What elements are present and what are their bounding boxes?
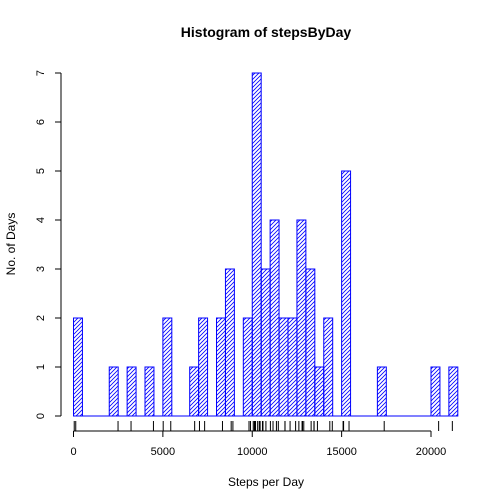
histogram-bar <box>73 317 83 417</box>
histogram-bar <box>242 317 253 417</box>
histogram-bar <box>260 268 271 417</box>
histogram-bar <box>126 366 137 417</box>
y-axis: 0 1 2 3 4 5 6 7 <box>35 70 62 419</box>
histogram-bar <box>323 317 334 417</box>
y-tick-label: 6 <box>35 119 47 125</box>
histogram-bar <box>278 317 289 417</box>
y-tick-label: 5 <box>35 168 47 174</box>
y-tick-label: 0 <box>35 413 47 419</box>
y-tick-label: 3 <box>35 266 47 272</box>
y-tick-label: 7 <box>35 70 47 76</box>
histogram-bar <box>305 268 316 417</box>
histogram-bar <box>162 317 173 417</box>
x-tick-label: 10000 <box>237 446 268 458</box>
histogram-bar <box>216 317 226 417</box>
histogram-bar <box>224 268 235 417</box>
y-tick-label: 4 <box>35 217 47 223</box>
rug-layer <box>73 421 453 431</box>
histogram-bar <box>269 219 280 417</box>
bars-layer <box>73 72 459 417</box>
x-tick-label: 5000 <box>151 446 175 458</box>
histogram-bar <box>314 366 325 417</box>
x-tick-label: 20000 <box>416 446 447 458</box>
x-axis: 0 5000 10000 15000 20000 <box>70 430 447 458</box>
x-axis-label: Steps per Day <box>228 475 304 489</box>
chart-title: Histogram of stepsByDay <box>181 24 352 40</box>
y-tick-label: 2 <box>35 315 47 321</box>
histogram-bar <box>287 317 298 417</box>
histogram-bar <box>189 366 200 417</box>
histogram-bar <box>144 366 155 417</box>
x-tick-label: 15000 <box>326 446 357 458</box>
histogram-bar <box>296 219 307 417</box>
histogram-bar <box>376 366 387 417</box>
histogram-bar <box>251 72 262 417</box>
y-tick-label: 1 <box>35 364 47 370</box>
histogram-bar <box>198 317 209 417</box>
y-axis-label: No. of Days <box>4 213 18 276</box>
x-tick-label: 0 <box>70 446 76 458</box>
histogram-bar <box>341 170 352 417</box>
histogram-bar <box>448 366 459 417</box>
histogram-bar <box>108 366 119 417</box>
histogram-bar <box>430 366 441 417</box>
